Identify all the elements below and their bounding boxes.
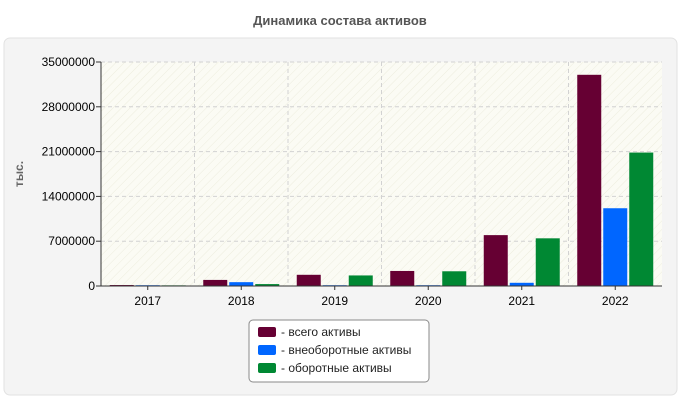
legend-swatch — [258, 345, 276, 355]
legend: - всего активы - внеоборотные активы - обо… — [258, 325, 411, 375]
x-tick-label: 2020 — [415, 294, 442, 308]
x-tick-label: 2022 — [602, 294, 629, 308]
bar-2-2018 — [229, 282, 254, 286]
y-tick-labels: 0 7000000 14000000 21000000 28000000 35000000 — [42, 55, 101, 293]
legend-swatch — [258, 327, 276, 337]
y-tick-label: 35000000 — [42, 55, 96, 69]
bar-2-2022 — [603, 208, 628, 286]
bars-group — [109, 74, 654, 286]
bar-1-2022 — [577, 74, 602, 286]
bar-3-2018 — [255, 284, 280, 286]
legend-swatch — [258, 363, 276, 373]
x-tick-label: 2017 — [134, 294, 161, 308]
bar-1-2021 — [483, 235, 508, 286]
x-tick-label: 2021 — [508, 294, 535, 308]
legend-label: - всего активы — [281, 325, 361, 339]
y-tick-label: 0 — [88, 279, 95, 293]
bar-3-2019 — [348, 275, 373, 286]
y-tick-label: 28000000 — [42, 100, 96, 114]
legend-box — [248, 319, 430, 383]
bar-2-2021 — [509, 282, 534, 286]
y-axis-label: тыс. — [12, 161, 26, 187]
bar-3-2022 — [629, 152, 654, 286]
x-tick-label: 2018 — [228, 294, 255, 308]
bar-1-2018 — [203, 279, 228, 286]
bar-3-2021 — [535, 238, 560, 286]
y-tick-label: 7000000 — [48, 234, 95, 248]
x-tick-labels: 2017 2018 2019 2020 2021 2022 — [134, 286, 629, 308]
grid-lines — [101, 61, 662, 286]
chart-title: Динамика состава активов — [253, 13, 427, 28]
bar-3-2020 — [442, 271, 467, 286]
y-tick-label: 21000000 — [42, 145, 96, 159]
legend-label: - оборотные активы — [281, 361, 392, 375]
y-tick-label: 14000000 — [42, 189, 96, 203]
bar-1-2020 — [390, 270, 415, 286]
x-tick-label: 2019 — [321, 294, 348, 308]
legend-label: - внеоборотные активы — [281, 343, 411, 357]
bar-1-2019 — [296, 274, 321, 286]
